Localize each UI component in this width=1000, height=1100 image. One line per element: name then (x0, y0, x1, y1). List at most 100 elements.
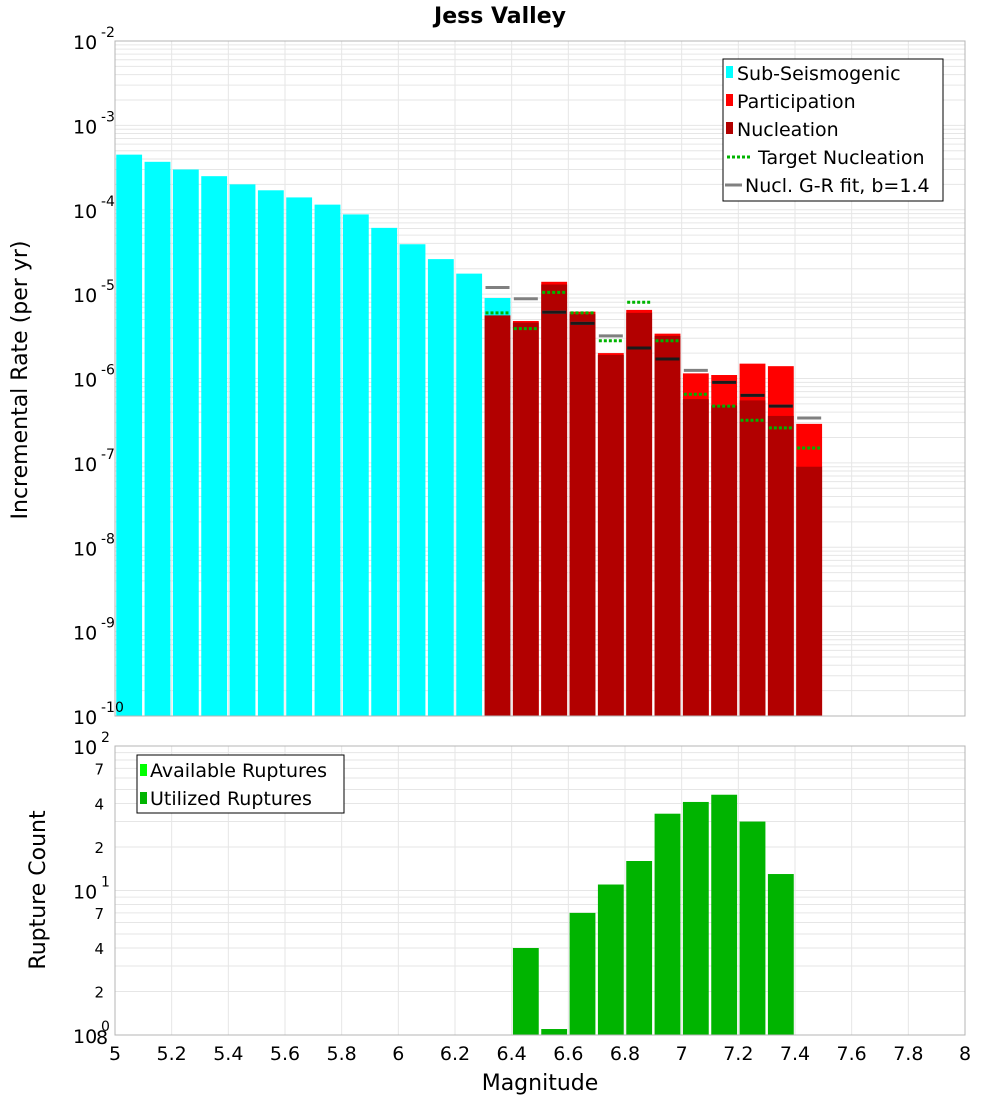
bar-sub-seismogenic (456, 273, 483, 716)
legend-swatch-participation (726, 94, 733, 106)
y-tick-label: 10 -8 (73, 531, 115, 560)
y-tick-base: 10 (73, 623, 97, 645)
x-tick-label: 5.2 (157, 1043, 187, 1065)
y-tick-base: 10 (73, 1026, 97, 1048)
x-tick-label: 5.4 (213, 1043, 243, 1065)
bar-nucleation (569, 314, 596, 716)
x-tick-label: 7 (676, 1043, 688, 1065)
legend-swatch-utilized (140, 792, 147, 804)
rate-panel-grid (114, 41, 966, 717)
x-tick-label: 6 (392, 1043, 404, 1065)
y-tick-base: 10 (73, 285, 97, 307)
y-tick-exponent: -7 (101, 447, 115, 463)
bar-nucleation (626, 312, 653, 716)
bar-sub-seismogenic (229, 184, 256, 717)
x-tick-label: 6.6 (553, 1043, 583, 1065)
count-panel-bars (512, 794, 794, 1035)
y-tick-extra: 8 (96, 1027, 108, 1049)
y-tick-label: 10 -5 (73, 278, 115, 307)
bar-sub-seismogenic (172, 169, 199, 716)
y-minor-tick-label: 4 (94, 796, 104, 814)
x-tick-label: 5 (109, 1043, 121, 1065)
y-tick-base: 10 (73, 370, 97, 392)
y-tick-label: 10 -3 (73, 109, 115, 138)
y-tick-exponent: -2 (101, 25, 115, 41)
legend-swatch-nucleation (726, 122, 733, 134)
bar-sub-seismogenic (427, 259, 454, 716)
rate-panel-frame (114, 40, 966, 717)
y-tick-base: 10 (73, 32, 97, 54)
legend-label-utilized: Utilized Ruptures (150, 788, 312, 810)
y-minor-tick-label: 2 (94, 839, 104, 857)
bar-utilized-ruptures (654, 813, 681, 1035)
y-tick-label: 10 -7 (73, 447, 115, 476)
y-tick-exponent: 0 (101, 1019, 110, 1035)
rate-panel-ylabel: Incremental Rate (per yr) (8, 241, 33, 520)
x-tick-label: 8 (959, 1043, 971, 1065)
bar-utilized-ruptures (711, 794, 738, 1035)
y-tick-label: 10 -4 (73, 194, 115, 223)
y-tick-base: 10 (73, 882, 97, 904)
x-tick-label: 7.6 (837, 1043, 867, 1065)
legend-label-target-nucleation: Target Nucleation (757, 147, 925, 169)
bar-nucleation (711, 405, 738, 716)
bar-utilized-ruptures (767, 874, 794, 1035)
bar-sub-seismogenic (314, 204, 341, 717)
y-tick-base: 10 (73, 116, 97, 138)
y-minor-tick-label: 4 (94, 940, 104, 958)
bar-sub-seismogenic (116, 154, 143, 716)
y-tick-base: 10 (73, 737, 97, 759)
bar-utilized-ruptures (541, 1029, 568, 1035)
bar-nucleation (484, 315, 511, 716)
bar-sub-seismogenic (144, 161, 171, 716)
y-major-tick-label: 10 1 (73, 875, 110, 904)
bar-sub-seismogenic (286, 197, 313, 717)
bar-utilized-ruptures (682, 801, 709, 1035)
legend-label-participation: Participation (737, 91, 856, 113)
x-tick-label: 5.8 (327, 1043, 357, 1065)
bar-utilized-ruptures (512, 948, 539, 1035)
y-minor-tick-label: 7 (94, 905, 104, 923)
x-tick-label: 6.8 (610, 1043, 640, 1065)
legend-frame (722, 58, 944, 202)
y-tick-exponent: -5 (101, 278, 115, 294)
y-tick-exponent: 1 (101, 875, 110, 891)
bar-sub-seismogenic (257, 190, 284, 716)
y-tick-exponent: -10 (101, 700, 124, 716)
rate-panel-legend: Sub-Seismogenic Participation Nucleation… (722, 58, 944, 202)
chart-title: Jess Valley (432, 4, 566, 29)
legend-swatch-sub-seismogenic (726, 66, 733, 78)
count-panel-xlabel: Magnitude (482, 1071, 599, 1096)
legend-swatch-available (140, 764, 147, 776)
y-major-tick-label: 10 2 (73, 730, 110, 759)
y-tick-exponent: 2 (101, 730, 110, 746)
y-tick-base: 10 (73, 538, 97, 560)
count-panel-frame (114, 745, 966, 1036)
y-tick-exponent: -9 (101, 616, 115, 632)
bar-nucleation (739, 400, 766, 716)
y-minor-tick-label: 7 (94, 760, 104, 778)
legend-frame (136, 754, 345, 814)
y-tick-base: 10 (73, 454, 97, 476)
bar-nucleation (682, 399, 709, 716)
x-tick-label: 6.4 (497, 1043, 527, 1065)
rate-panel-bars (116, 154, 823, 717)
bar-nucleation (654, 335, 681, 716)
x-tick-label: 7.4 (780, 1043, 810, 1065)
legend-label-available: Available Ruptures (150, 760, 327, 782)
y-tick-label: 10 -10 (73, 700, 124, 729)
legend-label-sub-seismogenic: Sub-Seismogenic (737, 63, 901, 85)
y-tick-label: 10 -2 (73, 25, 115, 54)
bar-nucleation (512, 322, 539, 716)
rate-panel-marks (485, 285, 822, 450)
y-tick-base: 10 (73, 201, 97, 223)
y-tick-exponent: -3 (101, 109, 115, 125)
bar-sub-seismogenic (399, 244, 426, 717)
x-tick-label: 7.8 (893, 1043, 923, 1065)
y-major-tick-label: 10 0 (73, 1019, 110, 1048)
y-tick-exponent: -8 (101, 531, 115, 547)
bar-sub-seismogenic (371, 227, 398, 716)
